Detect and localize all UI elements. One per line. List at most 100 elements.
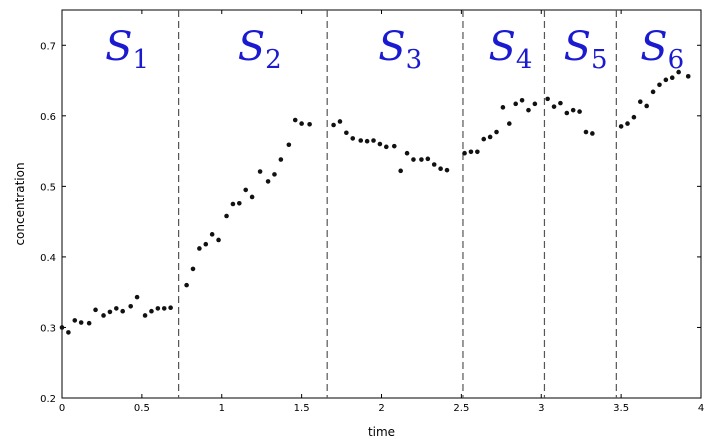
data-point	[93, 307, 98, 313]
data-point	[685, 74, 691, 79]
data-point	[494, 129, 499, 135]
x-tick-label: 0.5	[134, 403, 150, 414]
x-tick-label: 4	[698, 403, 704, 414]
data-point	[526, 107, 531, 113]
data-point	[519, 97, 525, 103]
data-point	[577, 109, 582, 114]
data-point	[590, 131, 595, 136]
data-point	[419, 157, 424, 162]
data-point	[513, 101, 518, 107]
x-tick-label: 2	[378, 403, 384, 414]
y-tick-label: 0.2	[40, 394, 56, 405]
segment-boundaries	[178, 10, 617, 398]
segment-label-s4: S4	[489, 24, 533, 75]
x-tick-label: 3.5	[613, 403, 629, 414]
data-point	[657, 82, 662, 88]
data-point	[411, 157, 416, 162]
data-point	[134, 294, 140, 300]
data-point	[637, 99, 643, 105]
data-point	[249, 194, 255, 200]
y-tick-label: 0.7	[40, 41, 56, 52]
x-axis-label: time	[368, 425, 395, 439]
data-point	[669, 75, 675, 81]
data-point	[404, 150, 410, 156]
data-point	[168, 305, 173, 311]
data-point	[564, 110, 570, 116]
data-point	[431, 162, 437, 167]
segment-label-s5: S5	[564, 24, 608, 75]
data-point	[86, 320, 92, 326]
segment-label-s6: S6	[640, 24, 684, 75]
data-point	[631, 114, 637, 120]
data-point	[307, 121, 312, 127]
data-point	[272, 172, 277, 177]
x-tick-label: 1	[219, 403, 225, 414]
data-point	[618, 124, 624, 129]
data-point	[155, 306, 161, 311]
data-point	[644, 103, 649, 109]
data-point	[364, 138, 370, 144]
data-point	[257, 169, 263, 174]
data-point	[532, 101, 538, 107]
data-point	[299, 121, 304, 126]
data-point	[66, 330, 71, 335]
y-tick-label: 0.3	[40, 323, 56, 334]
data-point	[391, 143, 397, 149]
data-point	[583, 129, 589, 135]
segment-label-s1: S1	[105, 24, 149, 75]
data-point	[72, 318, 78, 323]
data-point	[107, 309, 113, 315]
y-tick-label: 0.5	[40, 182, 56, 193]
data-point	[468, 149, 474, 155]
data-point	[358, 138, 364, 143]
x-tick-label: 3	[538, 403, 544, 414]
data-point	[142, 313, 148, 318]
data-point	[398, 168, 403, 174]
y-tick-label: 0.6	[40, 112, 56, 123]
x-tick-label: 2.5	[453, 403, 469, 414]
data-point	[462, 150, 467, 156]
axis-ticks: 0 0.5 1 1.5 2 2.5 3 3.5 4 0.2 0.3 0.4 0.5 0.6 0.7	[40, 10, 704, 414]
data-point	[425, 156, 431, 162]
data-point	[444, 167, 450, 173]
data-point	[650, 89, 656, 95]
data-point	[475, 149, 480, 155]
data-point	[161, 306, 167, 311]
data-point	[243, 187, 249, 193]
data-point	[551, 104, 557, 109]
y-tick-label: 0.4	[40, 253, 56, 264]
segment-labels: S1 S2 S3 S4 S5 S6	[105, 24, 684, 75]
data-point	[438, 166, 443, 172]
data-point	[487, 134, 493, 140]
data-point	[59, 325, 65, 330]
data-point	[331, 122, 336, 128]
plot-area	[61, 9, 702, 399]
data-point	[344, 130, 349, 136]
data-point	[278, 157, 284, 162]
data-point	[481, 136, 487, 142]
data-point	[350, 136, 356, 141]
data-point	[377, 141, 383, 147]
data-point	[237, 200, 242, 206]
data-point	[265, 179, 271, 184]
data-point	[209, 232, 215, 237]
data-point	[625, 121, 630, 126]
data-point	[570, 107, 576, 113]
data-point	[224, 213, 229, 219]
data-point	[663, 77, 669, 83]
data-point	[197, 246, 202, 251]
data-point	[558, 100, 563, 106]
data-point	[120, 308, 126, 314]
data-point	[230, 201, 236, 207]
data-point	[500, 105, 506, 110]
data-point	[507, 121, 512, 126]
data-point	[149, 308, 154, 314]
data-point	[114, 306, 119, 311]
data-point	[190, 266, 196, 272]
data-point	[78, 320, 84, 325]
x-tick-label: 0	[59, 403, 65, 414]
data-point	[286, 142, 292, 148]
data-point	[216, 237, 221, 243]
data-point	[203, 241, 209, 247]
